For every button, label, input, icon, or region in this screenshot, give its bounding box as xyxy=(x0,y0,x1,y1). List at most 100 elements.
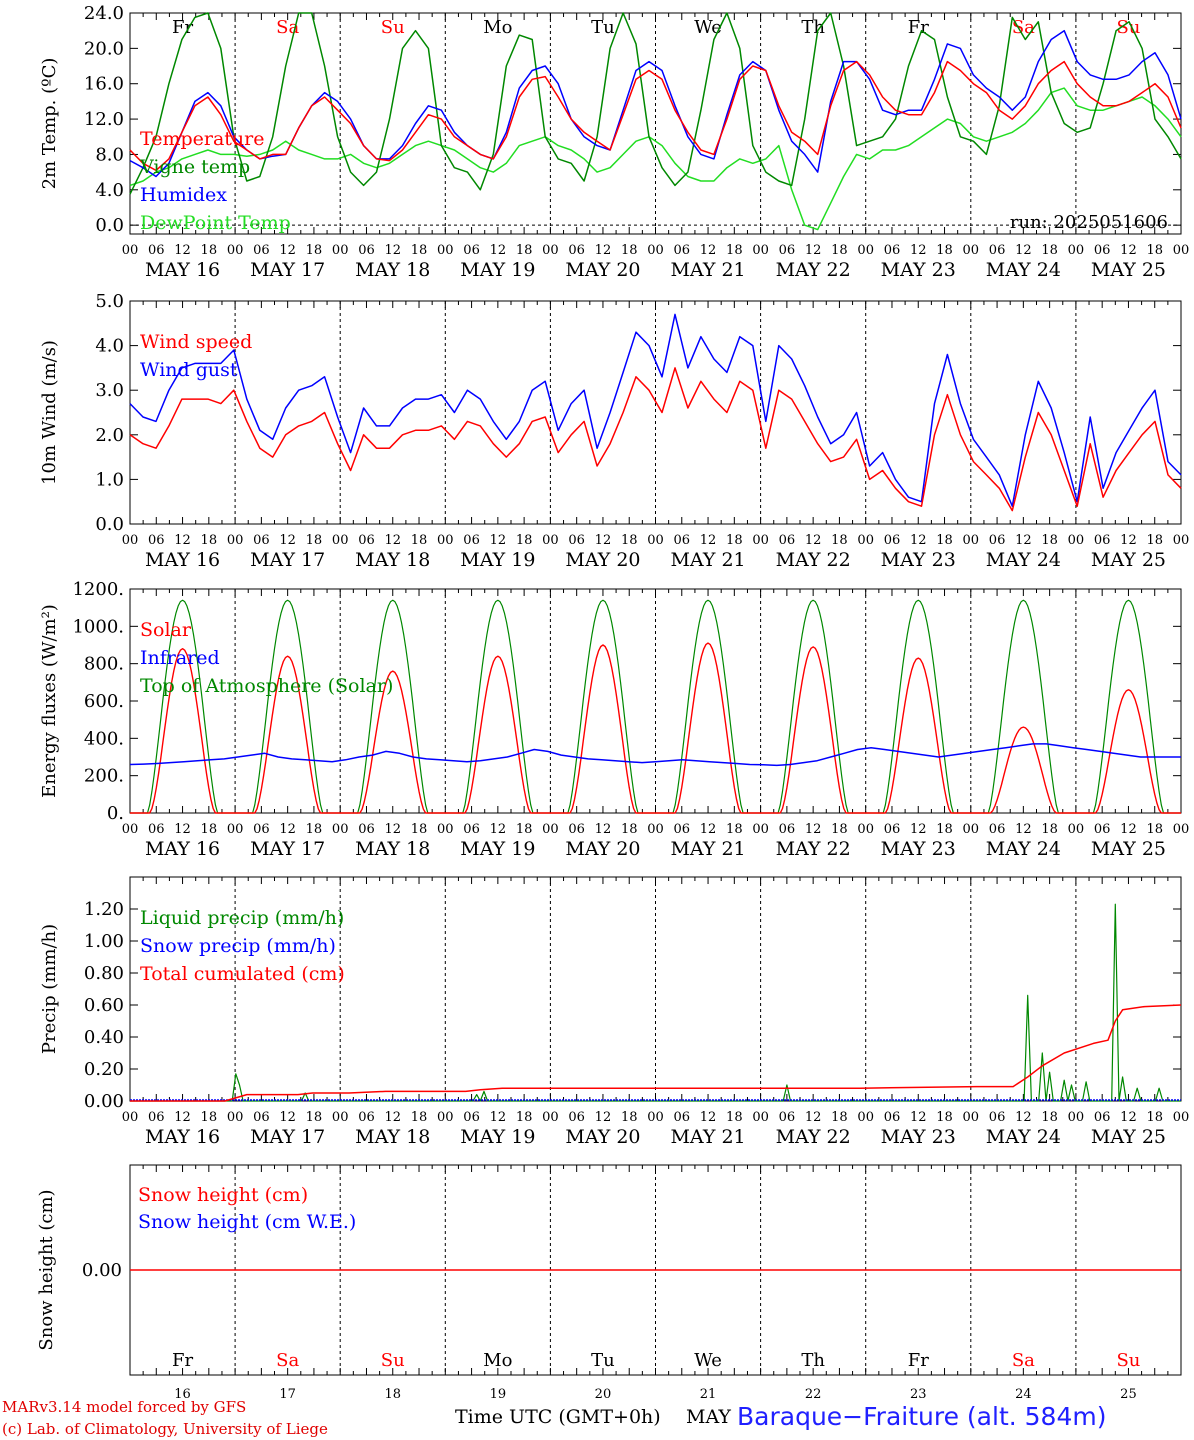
temp-hour-label: 06 xyxy=(779,243,796,258)
temp-hour-label: 00 xyxy=(647,243,664,258)
energy-hour-label: 06 xyxy=(463,822,480,837)
bottom-day-name: Su xyxy=(1116,1350,1140,1371)
temp-hour-label: 00 xyxy=(227,243,244,258)
precip-date-label: MAY 20 xyxy=(565,1126,640,1148)
temp-hour-label: 06 xyxy=(463,243,480,258)
temp-ylabel: 2m Temp. (ºC) xyxy=(39,58,60,190)
precip-hour-label: 00 xyxy=(857,1110,874,1125)
copyright-credit: (c) Lab. of Climatology, University of L… xyxy=(2,1420,328,1438)
wind-date-label: MAY 19 xyxy=(460,549,535,571)
precip-hour-label: 06 xyxy=(1094,1110,1111,1125)
precip-hour-label: 00 xyxy=(437,1110,454,1125)
wind-hour-label: 18 xyxy=(201,533,218,548)
precip-date-label: MAY 21 xyxy=(670,1126,745,1148)
precip-hour-label: 00 xyxy=(752,1110,769,1125)
temp-hour-label: 06 xyxy=(358,243,375,258)
temp-hour-label: 18 xyxy=(516,243,533,258)
wind-hour-label: 18 xyxy=(411,533,428,548)
precip-hour-label: 12 xyxy=(805,1110,822,1125)
precip-hour-label: 12 xyxy=(700,1110,717,1125)
energy-hour-label: 06 xyxy=(779,822,796,837)
wind-date-label: MAY 23 xyxy=(881,549,956,571)
temp-hour-label: 12 xyxy=(279,243,296,258)
precip-hour-label: 18 xyxy=(411,1110,428,1125)
bottom-day-name: Sa xyxy=(276,1350,299,1371)
precip-hour-label: 00 xyxy=(542,1110,559,1125)
wind-hour-label: 00 xyxy=(857,533,874,548)
temp-hour-label: 00 xyxy=(857,243,874,258)
energy-frame xyxy=(129,588,1182,814)
month-label: MAY xyxy=(686,1406,731,1428)
energy-hour-label: 06 xyxy=(253,822,270,837)
snow-ylabel: Snow height (cm) xyxy=(36,1189,57,1350)
wind-date-label: MAY 24 xyxy=(986,549,1061,571)
bottom-day-number: 24 xyxy=(1015,1387,1032,1402)
wind-ytick-label: 5.0 xyxy=(95,291,124,312)
precip-date-label: MAY 16 xyxy=(145,1126,220,1148)
precip-hour-label: 06 xyxy=(463,1110,480,1125)
temp-day-name: Tu xyxy=(591,17,615,38)
precip-hour-label: 12 xyxy=(384,1110,401,1125)
temp-series-temperature xyxy=(129,60,1182,172)
wind-legend-wind-speed: Wind speed xyxy=(140,331,252,353)
precip-hour-label: 18 xyxy=(1146,1110,1163,1125)
wind-hour-label: 18 xyxy=(831,533,848,548)
wind-hour-label: 00 xyxy=(752,533,769,548)
temp-date-label: MAY 16 xyxy=(145,259,220,281)
energy-hour-label: 00 xyxy=(1173,822,1190,837)
wind-date-label: MAY 20 xyxy=(565,549,640,571)
energy-hour-label: 18 xyxy=(621,822,638,837)
temp-date-label: MAY 18 xyxy=(355,259,430,281)
temp-ytick-label: 4.0 xyxy=(95,180,124,201)
wind-hour-label: 12 xyxy=(384,533,401,548)
temp-hour-label: 12 xyxy=(910,243,927,258)
wind-series-wind-speed xyxy=(129,367,1182,512)
bottom-day-name: Fr xyxy=(908,1350,929,1371)
wind-hour-label: 06 xyxy=(358,533,375,548)
temp-date-label: MAY 17 xyxy=(250,259,325,281)
wind-date-label: MAY 22 xyxy=(776,549,851,571)
temp-day-name: Mo xyxy=(483,17,512,38)
energy-hour-label: 12 xyxy=(174,822,191,837)
energy-date-label: MAY 25 xyxy=(1091,838,1166,860)
precip-ylabel: Precip (mm/h) xyxy=(39,924,60,1054)
precip-hour-label: 18 xyxy=(306,1110,323,1125)
precip-hour-label: 00 xyxy=(647,1110,664,1125)
precip-date-label: MAY 22 xyxy=(776,1126,851,1148)
temp-hour-label: 18 xyxy=(726,243,743,258)
precip-date-label: MAY 18 xyxy=(355,1126,430,1148)
temp-hour-label: 18 xyxy=(306,243,323,258)
energy-hour-label: 18 xyxy=(936,822,953,837)
precip-hour-label: 12 xyxy=(1120,1110,1137,1125)
precip-date-label: MAY 17 xyxy=(250,1126,325,1148)
temp-legend-dewpoint-temp: DewPoint Temp xyxy=(140,212,291,234)
wind-hour-label: 06 xyxy=(884,533,901,548)
temp-legend-humidex: Humidex xyxy=(140,184,227,206)
temp-series-vigne-temp xyxy=(129,12,1182,195)
energy-date-label: MAY 23 xyxy=(881,838,956,860)
temp-hour-label: 00 xyxy=(332,243,349,258)
temp-hour-label: 12 xyxy=(174,243,191,258)
wind-hour-label: 12 xyxy=(174,533,191,548)
temp-hour-label: 18 xyxy=(1146,243,1163,258)
wind-ytick-label: 1.0 xyxy=(95,469,124,490)
energy-ytick-label: 200. xyxy=(84,766,124,787)
bottom-day-number: 16 xyxy=(174,1387,191,1402)
wind-date-label: MAY 21 xyxy=(670,549,745,571)
precip-hour-label: 12 xyxy=(490,1110,507,1125)
energy-hour-label: 18 xyxy=(516,822,533,837)
wind-ytick-label: 3.0 xyxy=(95,380,124,401)
precip-ytick-label: 0.00 xyxy=(84,1091,124,1112)
temp-hour-label: 12 xyxy=(595,243,612,258)
bottom-day-number: 19 xyxy=(490,1387,507,1402)
energy-hour-label: 12 xyxy=(595,822,612,837)
bottom-day-name: Sa xyxy=(1012,1350,1035,1371)
temp-hour-label: 06 xyxy=(884,243,901,258)
wind-hour-label: 18 xyxy=(516,533,533,548)
wind-hour-label: 00 xyxy=(122,533,139,548)
wind-date-label: MAY 25 xyxy=(1091,549,1166,571)
wind-hour-label: 00 xyxy=(963,533,980,548)
wind-date-label: MAY 17 xyxy=(250,549,325,571)
precip-hour-label: 18 xyxy=(726,1110,743,1125)
